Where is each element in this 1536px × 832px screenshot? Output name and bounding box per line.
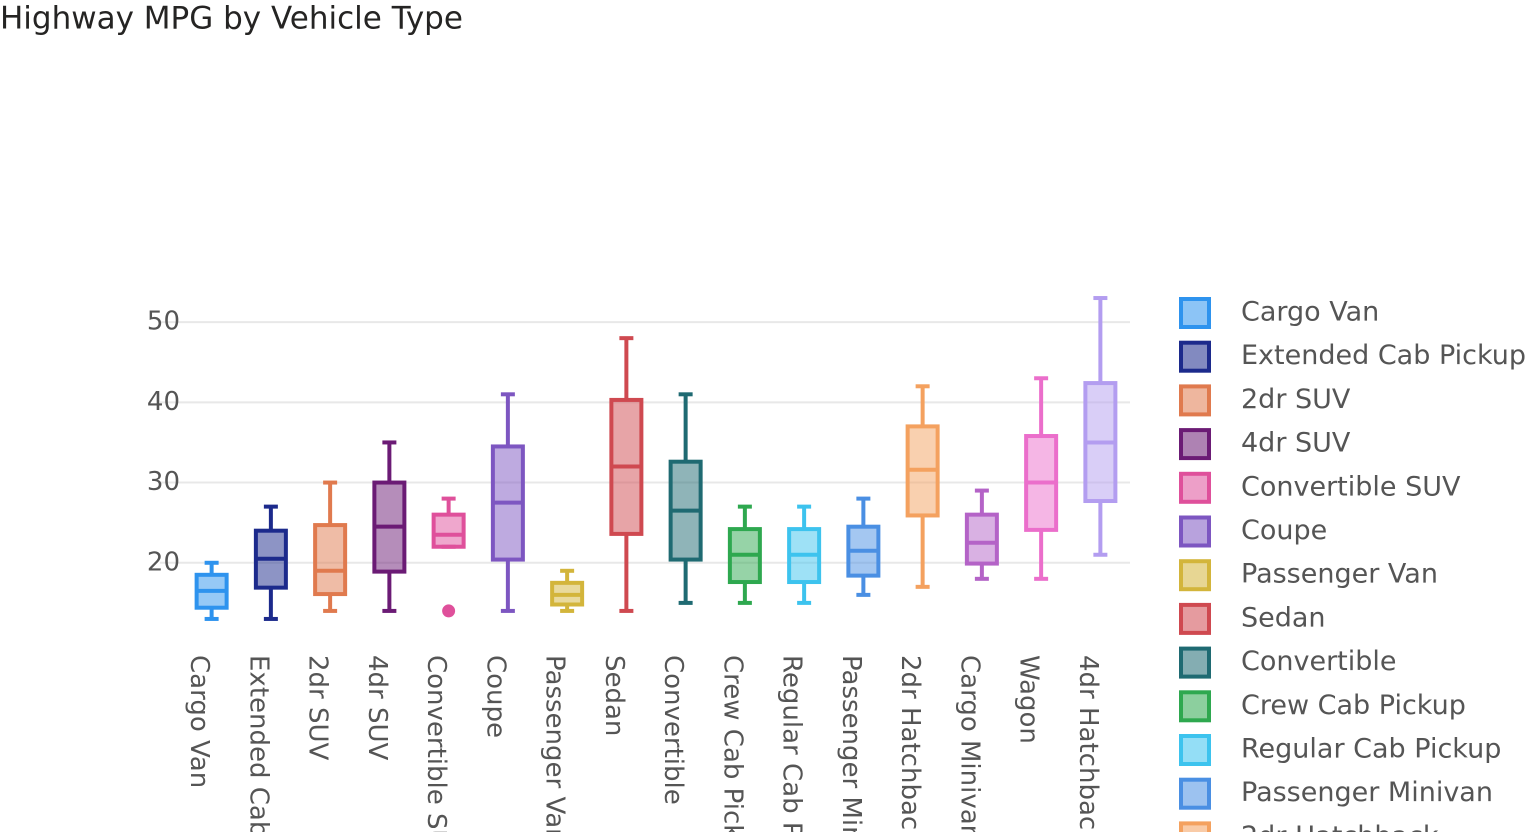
- x-tick-label: Convertible: [658, 655, 688, 805]
- legend-label: Cargo Van: [1241, 297, 1379, 328]
- y-tick-label: 50: [147, 307, 180, 337]
- legend-swatch: [1179, 428, 1211, 461]
- legend-label: 2dr SUV: [1241, 384, 1351, 415]
- x-tick-label: 4dr Hatchback: [1073, 655, 1103, 832]
- x-tick-label: Regular Cab Pickup: [777, 655, 807, 832]
- box: [313, 523, 348, 597]
- legend-label: Convertible SUV: [1241, 471, 1461, 502]
- x-tick-label: Coupe: [480, 655, 510, 738]
- legend-label: 2dr Hatchback: [1241, 821, 1439, 832]
- box: [431, 512, 466, 549]
- legend-swatch: [1179, 777, 1211, 810]
- legend-swatch: [1179, 340, 1211, 373]
- legend-swatch: [1179, 297, 1211, 329]
- legend-swatch: [1179, 602, 1211, 635]
- legend-label: Regular Cab Pickup: [1241, 734, 1501, 765]
- x-tick-label: 2dr SUV: [303, 655, 333, 761]
- legend-swatch: [1179, 559, 1211, 592]
- legend-label: Sedan: [1241, 602, 1326, 633]
- x-tick-label: Crew Cab Pickup: [717, 655, 747, 832]
- legend-label: Convertible: [1241, 646, 1397, 677]
- y-tick-label: 40: [147, 387, 180, 417]
- box: [964, 512, 999, 566]
- x-tick-label: 2dr Hatchback: [895, 655, 925, 832]
- x-tick-label: Wagon: [1014, 655, 1044, 744]
- chart-title: Highway MPG by Vehicle Type: [0, 1, 463, 37]
- legend-swatch: [1179, 384, 1211, 417]
- x-tick-label: Convertible SUV: [421, 655, 451, 832]
- legend-swatch: [1179, 515, 1211, 548]
- x-tick-label: Sedan: [599, 655, 629, 736]
- x-tick-label: Cargo Van: [184, 655, 214, 788]
- legend-swatch: [1179, 471, 1211, 504]
- x-tick-label: 4dr SUV: [362, 655, 392, 761]
- x-tick-label: Extended Cab Pickup: [243, 655, 273, 832]
- legend-label: Coupe: [1241, 515, 1327, 546]
- outlier: [442, 604, 456, 618]
- legend-label: Extended Cab Pickup: [1241, 340, 1526, 371]
- x-tick-label: Passenger Van: [540, 655, 570, 832]
- x-tick-label: Passenger Minivan: [836, 655, 866, 832]
- x-tick-label: Cargo Minivan: [954, 655, 984, 832]
- legend-swatch: [1179, 690, 1211, 723]
- legend-swatch: [1179, 734, 1211, 766]
- legend-label: Passenger Minivan: [1241, 777, 1493, 808]
- legend-label: 4dr SUV: [1241, 428, 1351, 459]
- legend-label: Passenger Van: [1241, 559, 1438, 590]
- legend-swatch: [1179, 646, 1211, 679]
- legend-label: Crew Cab Pickup: [1241, 690, 1466, 721]
- legend-swatch: [1179, 821, 1211, 832]
- y-tick-label: 20: [147, 547, 180, 577]
- y-tick-label: 30: [147, 467, 180, 497]
